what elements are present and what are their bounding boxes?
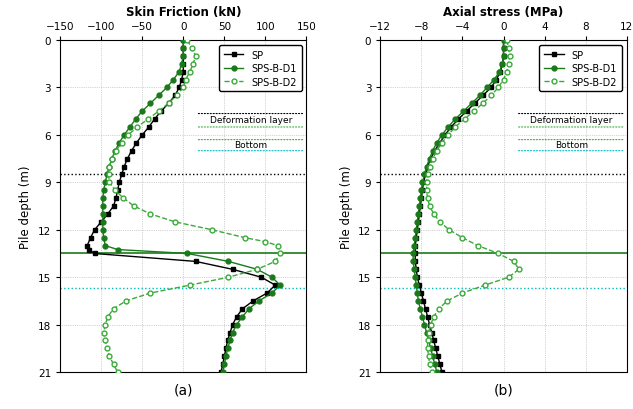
Text: Deformation layer: Deformation layer — [530, 115, 613, 124]
Y-axis label: Pile depth (m): Pile depth (m) — [339, 165, 353, 248]
Text: Bottom: Bottom — [555, 141, 588, 150]
Legend: SP, SPS-B-D1, SPS-B-D2: SP, SPS-B-D1, SPS-B-D2 — [539, 46, 622, 92]
Text: Deformation layer: Deformation layer — [210, 115, 292, 124]
Text: (a): (a) — [173, 382, 193, 396]
Title: Axial stress (MPa): Axial stress (MPa) — [443, 7, 563, 19]
Text: Bottom: Bottom — [234, 141, 268, 150]
Text: (b): (b) — [494, 382, 513, 396]
Title: Skin Friction (kN): Skin Friction (kN) — [125, 7, 241, 19]
Y-axis label: Pile depth (m): Pile depth (m) — [19, 165, 32, 248]
Legend: SP, SPS-B-D1, SPS-B-D2: SP, SPS-B-D1, SPS-B-D2 — [219, 46, 301, 92]
